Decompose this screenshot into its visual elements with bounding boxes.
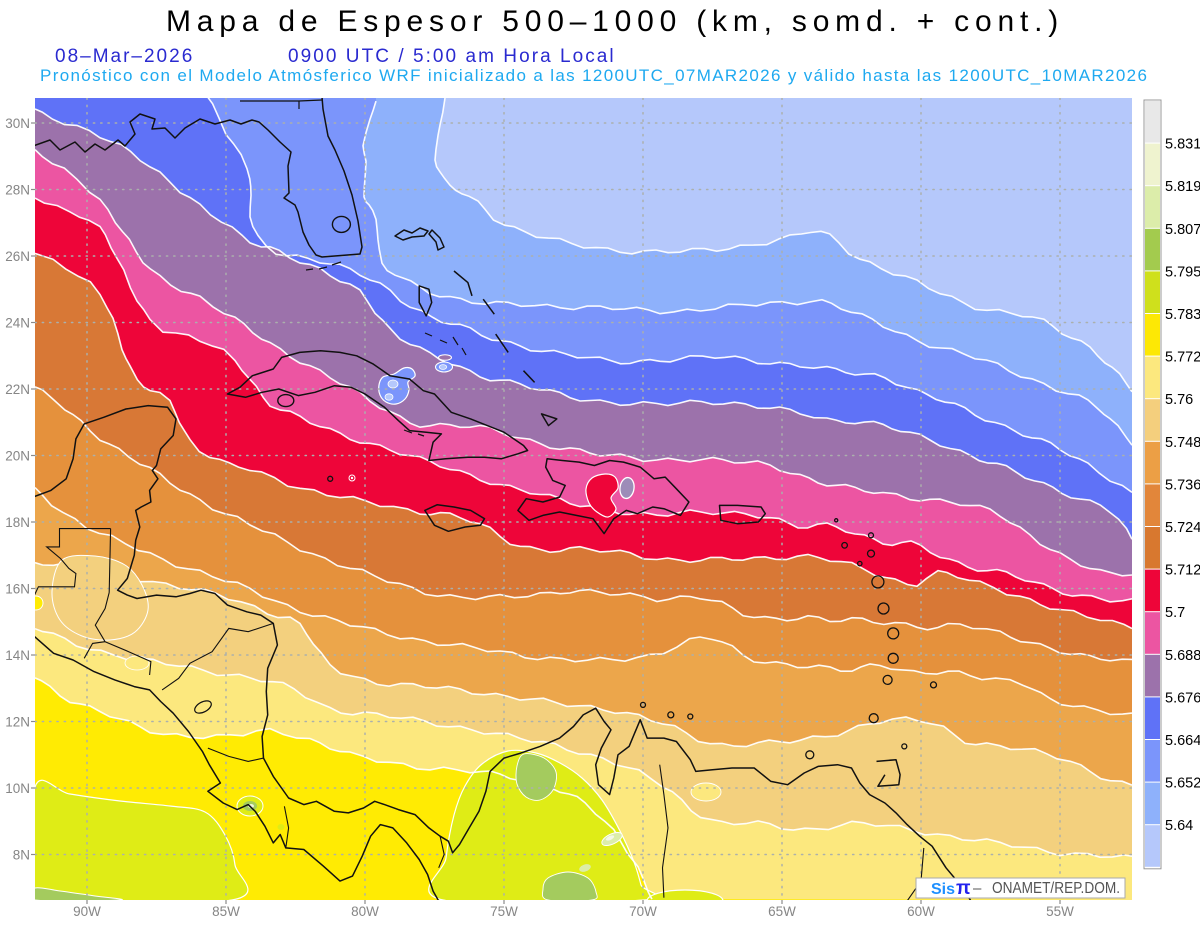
- svg-text:5.676: 5.676: [1165, 690, 1200, 706]
- svg-text:Mapa de Espesor 500–1000 (km,: Mapa de Espesor 500–1000 (km, somd. + co…: [166, 5, 1064, 38]
- svg-text:60W: 60W: [907, 904, 935, 919]
- svg-text:Sis: Sis: [931, 881, 955, 898]
- svg-text:26N: 26N: [5, 249, 30, 264]
- svg-text:65W: 65W: [768, 904, 796, 919]
- svg-text:5.688: 5.688: [1165, 648, 1200, 664]
- svg-text:75W: 75W: [490, 904, 518, 919]
- svg-text:70W: 70W: [629, 904, 657, 919]
- svg-text:08–Mar–2026: 08–Mar–2026: [55, 46, 194, 67]
- svg-text:Pronóstico con el Modelo Atmo: Pronóstico con el Modelo Atmósferico W…: [40, 66, 1148, 85]
- svg-text:12N: 12N: [5, 715, 30, 730]
- svg-text:30N: 30N: [5, 116, 30, 131]
- svg-text:14N: 14N: [5, 648, 30, 663]
- svg-text:5.783: 5.783: [1165, 307, 1200, 323]
- svg-text:ONAMET/REP.DOM.: ONAMET/REP.DOM.: [992, 880, 1120, 897]
- svg-text:5.7: 5.7: [1165, 605, 1185, 621]
- svg-text:0900 UTC / 5:00 am Hora Local: 0900 UTC / 5:00 am Hora Local: [288, 46, 616, 67]
- svg-text:85W: 85W: [212, 904, 240, 919]
- svg-text:5.664: 5.664: [1165, 733, 1200, 749]
- svg-text:5.795: 5.795: [1165, 264, 1200, 280]
- svg-text:5.831: 5.831: [1165, 137, 1200, 153]
- svg-text:5.807: 5.807: [1165, 222, 1200, 238]
- svg-text:π: π: [956, 878, 971, 899]
- svg-text:5.652: 5.652: [1165, 776, 1200, 792]
- svg-text:5.724: 5.724: [1165, 520, 1200, 536]
- svg-text:5.748: 5.748: [1165, 435, 1200, 451]
- svg-text:28N: 28N: [5, 183, 30, 198]
- svg-text:20N: 20N: [5, 449, 30, 464]
- svg-text:5.64: 5.64: [1165, 818, 1193, 834]
- svg-text:24N: 24N: [5, 316, 30, 331]
- svg-text:55W: 55W: [1046, 904, 1074, 919]
- svg-text:22N: 22N: [5, 382, 30, 397]
- svg-text:18N: 18N: [5, 515, 30, 530]
- svg-text:80W: 80W: [351, 904, 379, 919]
- svg-text:5.736: 5.736: [1165, 477, 1200, 493]
- svg-text:8N: 8N: [13, 848, 30, 863]
- svg-text:90W: 90W: [73, 904, 101, 919]
- svg-text:10N: 10N: [5, 781, 30, 796]
- svg-text:–: –: [973, 880, 982, 897]
- svg-text:16N: 16N: [5, 582, 30, 597]
- svg-text:5.772: 5.772: [1165, 350, 1200, 366]
- svg-text:5.819: 5.819: [1165, 179, 1200, 195]
- svg-text:5.76: 5.76: [1165, 392, 1193, 408]
- svg-text:5.712: 5.712: [1165, 563, 1200, 579]
